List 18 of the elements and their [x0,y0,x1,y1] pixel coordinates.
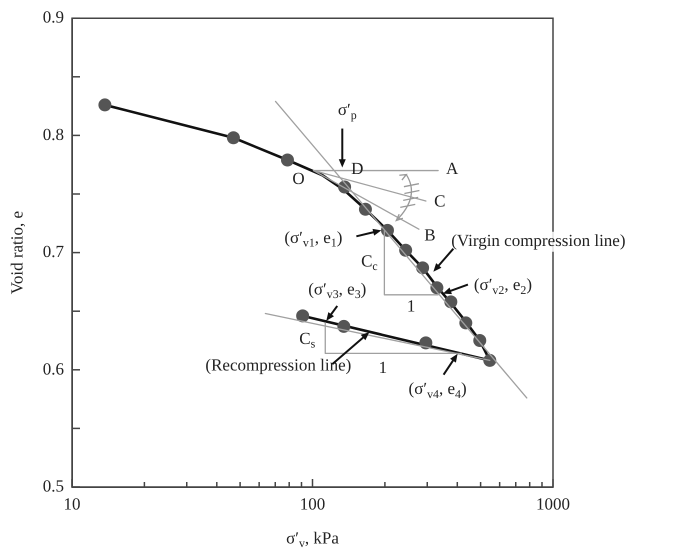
x-tick-label: 100 [300,494,326,514]
annotation: B [424,226,436,245]
y-tick-label: 0.6 [42,359,64,378]
x-tick-label: 10 [64,494,80,514]
y-tick-label: 0.9 [42,8,64,27]
y-tick-label: 0.8 [42,124,64,144]
annotation: A [446,159,460,178]
x-tick-label: 1000 [536,494,570,514]
annotation: O [292,169,305,188]
annotation: (Virgin compression line) [451,231,626,250]
y-axis-title: Void ratio, e [7,210,26,294]
annotation: D [351,159,364,178]
annotation: (Recompression line) [205,356,352,375]
y-tick-label: 0.5 [42,476,64,496]
annotation: 1 [406,296,416,316]
y-tick-label: 0.7 [42,242,64,262]
annotation: 1 [378,358,388,377]
annotation: C [434,192,446,210]
